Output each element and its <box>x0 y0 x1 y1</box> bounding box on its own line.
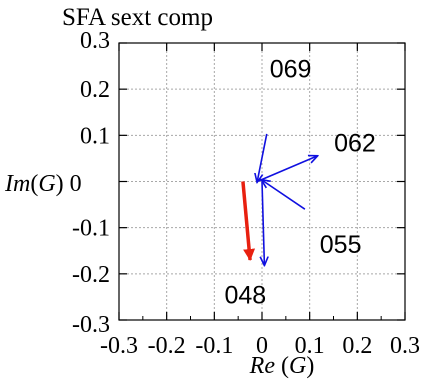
vector-arrow <box>262 181 264 265</box>
run-label: 048 <box>224 282 266 310</box>
y-tick-label: -0.3 <box>72 312 110 338</box>
x-tick-label: 0.3 <box>390 333 420 359</box>
vector-series <box>256 133 317 265</box>
vector-arrow <box>256 156 317 183</box>
x-tick-label: -0.2 <box>148 333 186 359</box>
x-tick-label: 0 <box>256 333 268 359</box>
y-axis-label: Im(G) 0 <box>4 171 82 197</box>
sum-vector-arrow <box>241 181 256 261</box>
x-axis-label: Re (G) <box>249 353 315 379</box>
y-tick-label: -0.1 <box>72 216 110 242</box>
axis-ticks: -0.3 -0.2 -0.1 0 0.1 0.2 0.30.30.20.1-0.1-0.2-… <box>72 28 420 359</box>
y-tick-label: -0.2 <box>72 262 110 288</box>
x-tick-label: -0.1 <box>195 333 233 359</box>
vector-arrow <box>257 133 268 182</box>
chart-title: SFA sext comp <box>62 4 213 31</box>
x-tick-label: -0.3 <box>100 333 138 359</box>
y-tick-label: 0.1 <box>80 123 110 149</box>
y-tick-label: 0.3 <box>80 28 110 54</box>
run-label: 055 <box>320 231 362 259</box>
vector-arrow <box>262 180 306 210</box>
x-tick-label: 0.1 <box>295 333 325 359</box>
run-annotations: 069 062 055 048 <box>224 55 375 309</box>
y-tick-label: 0.2 <box>80 77 110 103</box>
x-tick-label: 0.2 <box>342 333 372 359</box>
run-label: 062 <box>334 129 376 157</box>
sum-vector-group <box>241 181 256 261</box>
run-label: 069 <box>270 55 312 83</box>
